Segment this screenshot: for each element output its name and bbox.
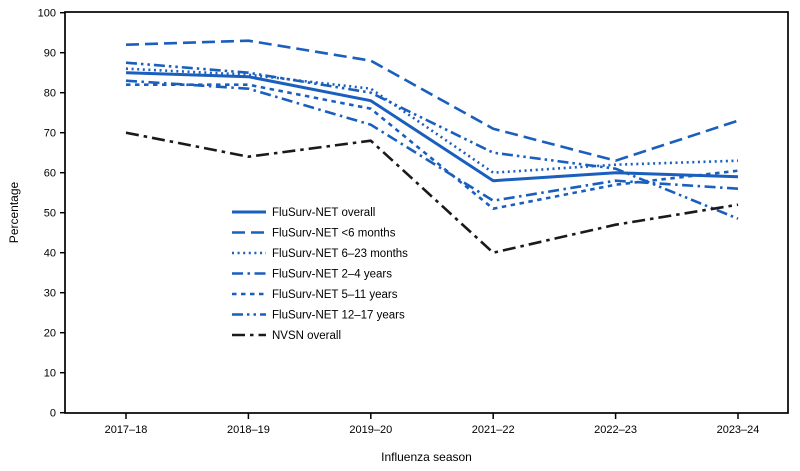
x-tick-label: 2017–18	[105, 424, 148, 436]
y-axis-title: Percentage	[7, 181, 21, 243]
y-tick-label: 60	[44, 168, 56, 180]
x-tick-label: 2018–19	[227, 424, 270, 436]
legend-label-5: FluSurv-NET 5–11 years	[272, 289, 398, 301]
y-tick-label: 80	[44, 88, 56, 100]
y-tick-label: 40	[44, 248, 56, 260]
y-tick-label: 10	[44, 368, 56, 380]
x-tick-label: 2022–23	[594, 424, 637, 436]
x-tick-label: 2023–24	[717, 424, 760, 436]
plot-border	[64, 11, 789, 414]
legend-label-1: FluSurv-NET overall	[272, 207, 375, 219]
series-line-1	[125, 71, 739, 183]
series-line-5	[126, 83, 739, 210]
x-axis-title: Influenza season	[381, 450, 472, 464]
legend-label-3: FluSurv-NET 6–23 months	[272, 248, 408, 260]
y-tick-label: 30	[44, 288, 56, 300]
legend-label-6: FluSurv-NET 12–17 years	[272, 310, 405, 322]
y-tick-label: 50	[44, 208, 56, 220]
legend-label-2: FluSurv-NET <6 months	[272, 228, 396, 240]
x-tick-label: 2021–22	[472, 424, 515, 436]
y-tick-label: 20	[44, 328, 56, 340]
x-tick-label: 2019–20	[349, 424, 392, 436]
series-line-6	[125, 61, 739, 220]
series-line-2	[125, 39, 739, 162]
y-tick-label: 70	[44, 128, 56, 140]
y-tick-label: 100	[38, 8, 56, 20]
series-line-3	[125, 67, 739, 174]
y-tick-label: 90	[44, 48, 56, 60]
legend-label-7: NVSN overall	[272, 330, 341, 342]
legend-label-4: FluSurv-NET 2–4 years	[272, 269, 392, 281]
series-line-4	[125, 79, 739, 202]
y-tick-label: 0	[50, 408, 56, 420]
series-line-7	[125, 131, 739, 254]
